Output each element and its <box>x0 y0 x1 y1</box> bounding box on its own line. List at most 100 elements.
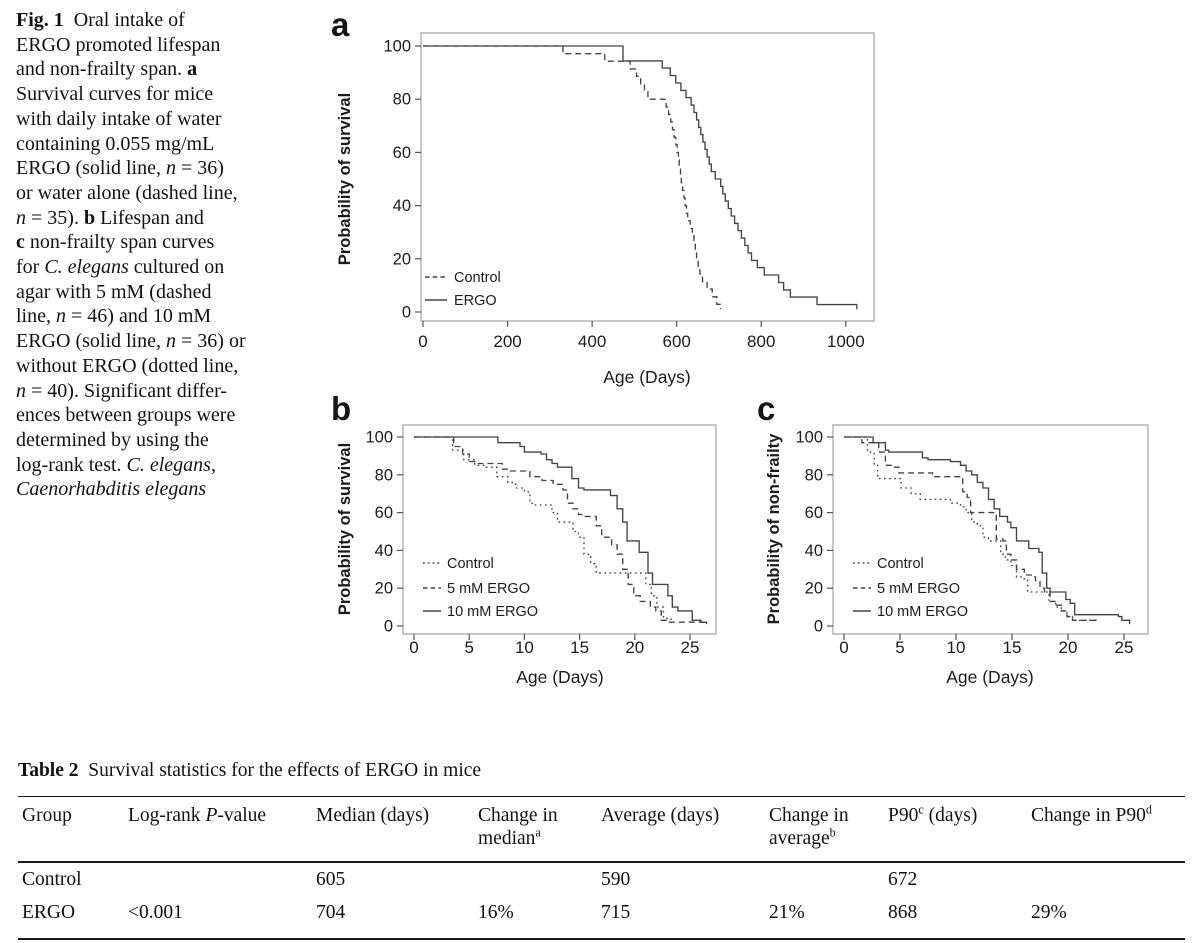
x-tick-label: 0 <box>409 638 418 657</box>
table-cell: 868 <box>888 901 918 923</box>
y-tick-label: 100 <box>383 38 411 56</box>
panel-label-a: a <box>331 6 350 43</box>
text-segment: (days) <box>923 805 978 826</box>
text-segment: c <box>16 231 25 254</box>
text-segment: , <box>210 453 216 476</box>
x-axis-title: Age (Days) <box>946 667 1034 687</box>
column-header-line: averageb <box>769 826 884 850</box>
text-segment: Caenorhabditis elegans <box>16 478 207 501</box>
text-segment: ERGO (solid line, <box>16 157 166 180</box>
table-cell: 672 <box>888 868 918 890</box>
caption-line: line, n = 46) and 10 mM <box>16 304 320 329</box>
x-axis-title: Age (Days) <box>516 667 604 687</box>
text-segment: determined by using the <box>16 428 209 451</box>
legend-label: 5 mM ERGO <box>877 581 960 597</box>
text-segment: for <box>16 256 45 279</box>
text-segment: Change in <box>478 805 558 826</box>
plot-frame <box>402 424 717 635</box>
celegans-lifespan-chart: 100 80 60 40 20 00 5 10 15 20 25 Age (Days) Probabil… <box>336 424 717 687</box>
x-axis-title: Age (Days) <box>603 367 691 387</box>
caption-line: Caenorhabditis elegans <box>16 477 320 502</box>
panel-label-b: b <box>331 390 352 427</box>
y-tick-label: 80 <box>375 466 393 484</box>
column-header-line: P90c (days) <box>888 802 1027 827</box>
caption-line: ERGO (solid line, n = 36) <box>16 156 320 181</box>
table-header-row: Group Log-rank P-value Median (days) Change… <box>18 797 1185 863</box>
column-header-line: Median (days) <box>316 804 474 827</box>
table-cell: 21% <box>769 901 805 923</box>
text-segment: non-frailty span curves <box>24 231 215 254</box>
legend-label: Control <box>454 270 501 286</box>
caption-line: for C. elegans cultured on <box>16 255 320 280</box>
x-tick-label: 400 <box>578 332 606 351</box>
legend-label: Control <box>877 556 924 572</box>
legend-label: 10 mM ERGO <box>447 604 538 620</box>
series-control <box>414 436 672 623</box>
x-tick-label: 600 <box>662 332 690 351</box>
table-row: ERGO <0.001 704 16% 715 21% 868 29% <box>18 896 1185 929</box>
text-segment: C. elegans <box>126 453 211 476</box>
legend-label: ERGO <box>454 293 497 309</box>
text-segment: Fig. 1 <box>16 9 64 31</box>
text-segment: c <box>918 802 924 817</box>
y-tick-label: 20 <box>393 250 411 268</box>
x-tick-label: 5 <box>895 638 904 657</box>
figure-caption: Fig. 1 Oral intake of ERGO promoted lifes… <box>16 8 320 502</box>
legend-label: 10 mM ERGO <box>877 604 968 620</box>
text-segment: Median (days) <box>316 805 430 826</box>
text-segment: containing 0.055 mg/mL <box>16 132 215 155</box>
text-segment: -value <box>217 805 267 826</box>
table-grid: Group Log-rank P-value Median (days) Change… <box>18 796 1185 940</box>
text-segment: = 36) or <box>176 330 246 353</box>
caption-line: ERGO promoted lifespan <box>16 33 320 58</box>
text-segment: log-rank test. <box>16 453 127 476</box>
caption-line: n = 35). b Lifespan and <box>16 206 320 231</box>
caption-line: c non-frailty span curves <box>16 230 320 255</box>
y-axis-title: Probability of survival <box>336 93 354 265</box>
y-tick-label: 20 <box>375 580 393 598</box>
series-10-mm-ergo <box>414 436 708 625</box>
caption-line: log-rank test. C. elegans, <box>16 453 320 478</box>
table-title: Table 2 Survival statistics for the effe… <box>18 760 481 782</box>
caption-line: ences between groups were <box>16 403 320 428</box>
text-segment: Lifespan and <box>95 206 204 229</box>
text-segment: average <box>769 828 830 849</box>
x-tick-label: 10 <box>947 638 966 657</box>
plot-frame <box>420 32 875 322</box>
text-segment: agar with 5 mM (dashed <box>16 280 212 303</box>
table-cell: 590 <box>601 868 631 890</box>
y-tick-label: 40 <box>805 542 823 560</box>
text-segment: with daily intake of water <box>16 107 222 130</box>
table-title-text: Table 2 <box>18 760 79 781</box>
caption-line: determined by using the <box>16 428 320 453</box>
column-header: Average (days) <box>597 804 765 861</box>
column-header: Change in mediana <box>474 804 597 861</box>
text-segment: n <box>166 330 176 353</box>
text-segment: cultured on <box>128 256 225 279</box>
series-ergo <box>423 45 858 310</box>
y-tick-label: 60 <box>375 504 393 522</box>
x-tick-label: 800 <box>747 332 775 351</box>
text-segment: = 36) <box>176 157 224 180</box>
text-segment: or water alone (dashed line, <box>16 181 238 204</box>
x-tick-label: 200 <box>493 332 521 351</box>
text-segment: P90 <box>888 805 919 826</box>
y-tick-label: 40 <box>393 197 411 215</box>
y-tick-label: 0 <box>814 618 823 636</box>
table-title-text: Survival statistics for the effects of E… <box>78 760 482 781</box>
table-cell: 29% <box>1031 901 1067 923</box>
x-tick-label: 15 <box>1003 638 1022 657</box>
text-segment: Oral intake of <box>63 9 185 31</box>
x-tick-label: 20 <box>625 638 644 657</box>
column-header-line: Log-rank P-value <box>128 804 312 827</box>
text-segment: Change in P90 <box>1031 805 1146 826</box>
column-header-line: Change in P90d <box>1031 803 1185 827</box>
caption-line: without ERGO (dotted line, <box>16 354 320 379</box>
y-tick-label: 100 <box>795 429 823 447</box>
column-header-line: Change in <box>478 804 597 827</box>
column-header: Change in averageb <box>765 804 884 861</box>
caption-line: ERGO (solid line, n = 36) or <box>16 329 320 354</box>
text-segment: = 40). Significant differ- <box>26 379 228 402</box>
column-header-line: Average (days) <box>601 804 765 827</box>
